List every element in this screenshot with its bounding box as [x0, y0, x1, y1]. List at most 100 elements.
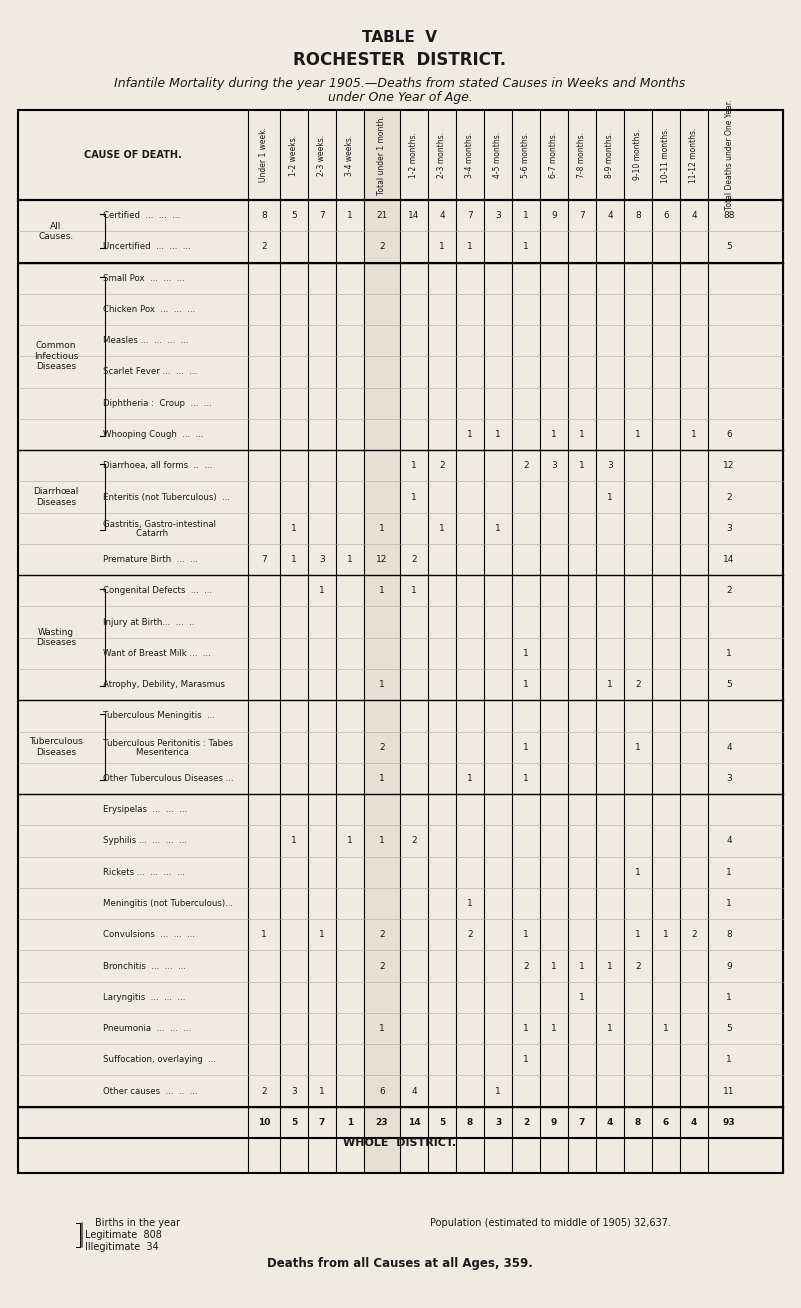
Text: 3: 3	[727, 774, 732, 783]
Text: 4: 4	[411, 1087, 417, 1096]
Text: 2: 2	[727, 493, 732, 501]
Text: Syphilis ...  ...  ...  ...: Syphilis ... ... ... ...	[103, 837, 187, 845]
Text: 5-6 months.: 5-6 months.	[521, 132, 530, 178]
Text: 7: 7	[319, 1118, 325, 1127]
Text: 1: 1	[291, 555, 297, 564]
Text: 11-12 months.: 11-12 months.	[690, 127, 698, 183]
Text: 1: 1	[579, 430, 585, 439]
Text: 4: 4	[727, 743, 732, 752]
Text: 1: 1	[727, 993, 732, 1002]
Text: 1: 1	[495, 523, 501, 532]
Bar	[18, 110, 783, 1173]
Text: Want of Breast Milk ...  ...: Want of Breast Milk ... ...	[103, 649, 211, 658]
Text: 6: 6	[663, 211, 669, 220]
Text: Wasting
Diseases: Wasting Diseases	[36, 628, 76, 647]
Bar	[364, 110, 400, 1173]
Text: 1: 1	[523, 211, 529, 220]
Text: Chicken Pox  ...  ...  ...: Chicken Pox ... ... ...	[103, 305, 195, 314]
Text: Diphtheria :  Croup  ...  ...: Diphtheria : Croup ... ...	[103, 399, 211, 408]
Text: Common
Infectious
Diseases: Common Infectious Diseases	[34, 341, 78, 371]
Text: TABLE  V: TABLE V	[363, 30, 437, 46]
Text: Total under 1 month.: Total under 1 month.	[377, 115, 387, 195]
Text: Rickets ...  ...  ...  ...: Rickets ... ... ... ...	[103, 867, 185, 876]
Text: 9: 9	[551, 1118, 557, 1127]
Text: 7: 7	[579, 211, 585, 220]
Text: 2: 2	[635, 680, 641, 689]
Text: 8: 8	[727, 930, 732, 939]
Text: 3: 3	[727, 523, 732, 532]
Text: 1: 1	[379, 523, 384, 532]
Text: 1: 1	[291, 837, 297, 845]
Text: 1: 1	[579, 993, 585, 1002]
Text: 1: 1	[607, 1024, 613, 1033]
Text: Tuberculous Peritonitis : Tabes: Tuberculous Peritonitis : Tabes	[103, 739, 233, 748]
Text: 1: 1	[379, 1024, 384, 1033]
Text: Injury at Birth...  ...  ..: Injury at Birth... ... ..	[103, 617, 195, 627]
Text: 1: 1	[347, 1118, 353, 1127]
Text: 2: 2	[691, 930, 697, 939]
Text: 5: 5	[727, 680, 732, 689]
Text: Premature Birth  ...  ...: Premature Birth ... ...	[103, 555, 198, 564]
Text: 9: 9	[551, 211, 557, 220]
Text: 93: 93	[723, 1118, 735, 1127]
Text: Certified  ...  ...  ...: Certified ... ... ...	[103, 211, 180, 220]
Text: 1: 1	[607, 961, 613, 971]
Text: 3: 3	[319, 555, 325, 564]
Text: Laryngitis  ...  ...  ...: Laryngitis ... ... ...	[103, 993, 185, 1002]
Text: 2: 2	[261, 1087, 267, 1096]
Text: 5: 5	[439, 1118, 445, 1127]
Text: 1: 1	[579, 961, 585, 971]
Text: 3: 3	[291, 1087, 297, 1096]
Text: 3: 3	[495, 1118, 501, 1127]
Text: Atrophy, Debility, Marasmus: Atrophy, Debility, Marasmus	[103, 680, 225, 689]
Text: 2: 2	[727, 586, 732, 595]
Text: 2-3 weeks.: 2-3 weeks.	[317, 135, 327, 175]
Text: Births in the year: Births in the year	[95, 1218, 180, 1228]
Text: 1: 1	[523, 1024, 529, 1033]
Text: 5: 5	[727, 242, 732, 251]
Text: 1: 1	[607, 493, 613, 501]
Text: 1: 1	[635, 930, 641, 939]
Text: 3: 3	[551, 462, 557, 471]
Text: 1: 1	[379, 586, 384, 595]
Text: 4: 4	[727, 837, 732, 845]
Text: 1: 1	[607, 680, 613, 689]
Text: 1: 1	[579, 462, 585, 471]
Text: 1: 1	[663, 930, 669, 939]
Text: 1: 1	[663, 1024, 669, 1033]
Text: Illegitimate  34: Illegitimate 34	[85, 1243, 159, 1252]
Text: 1: 1	[439, 523, 445, 532]
Text: 14: 14	[408, 1118, 421, 1127]
Text: Infantile Mortality during the year 1905.—Deaths from stated Causes in Weeks and: Infantile Mortality during the year 1905…	[115, 76, 686, 89]
Text: 1: 1	[727, 899, 732, 908]
Text: ROCHESTER  DISTRICT.: ROCHESTER DISTRICT.	[293, 51, 506, 69]
Text: Congenital Defects  ...  ...: Congenital Defects ... ...	[103, 586, 212, 595]
Text: 9-10 months.: 9-10 months.	[634, 129, 642, 181]
Text: 1-2 months.: 1-2 months.	[409, 132, 418, 178]
Text: 1: 1	[379, 774, 384, 783]
Text: 14: 14	[723, 555, 735, 564]
Text: 6-7 months.: 6-7 months.	[549, 132, 558, 178]
Text: 11: 11	[723, 1087, 735, 1096]
Text: 7: 7	[319, 211, 325, 220]
Text: 1: 1	[727, 649, 732, 658]
Text: CAUSE OF DEATH.: CAUSE OF DEATH.	[84, 150, 182, 160]
Text: 1: 1	[411, 462, 417, 471]
Text: Enteritis (not Tuberculous)  ...: Enteritis (not Tuberculous) ...	[103, 493, 230, 501]
Text: Erysipelas  ...  ...  ...: Erysipelas ... ... ...	[103, 806, 187, 814]
Text: 1: 1	[319, 1087, 325, 1096]
Text: Measles ...  ...  ...  ...: Measles ... ... ... ...	[103, 336, 188, 345]
Text: 1: 1	[467, 430, 473, 439]
Text: 1: 1	[319, 586, 325, 595]
Text: Whooping Cough  ...  ...: Whooping Cough ... ...	[103, 430, 203, 439]
Text: Deaths from all Causes at all Ages, 359.: Deaths from all Causes at all Ages, 359.	[267, 1257, 533, 1270]
Text: Diarrhœal
Diseases: Diarrhœal Diseases	[34, 488, 78, 506]
Text: Other Tuberculous Diseases ...: Other Tuberculous Diseases ...	[103, 774, 234, 783]
Text: 1: 1	[467, 774, 473, 783]
Text: 1: 1	[495, 1087, 501, 1096]
Text: 8: 8	[467, 1118, 473, 1127]
Text: 5: 5	[727, 1024, 732, 1033]
Text: 8-9 months.: 8-9 months.	[606, 132, 614, 178]
Text: 2: 2	[523, 1118, 529, 1127]
Text: 6: 6	[727, 430, 732, 439]
